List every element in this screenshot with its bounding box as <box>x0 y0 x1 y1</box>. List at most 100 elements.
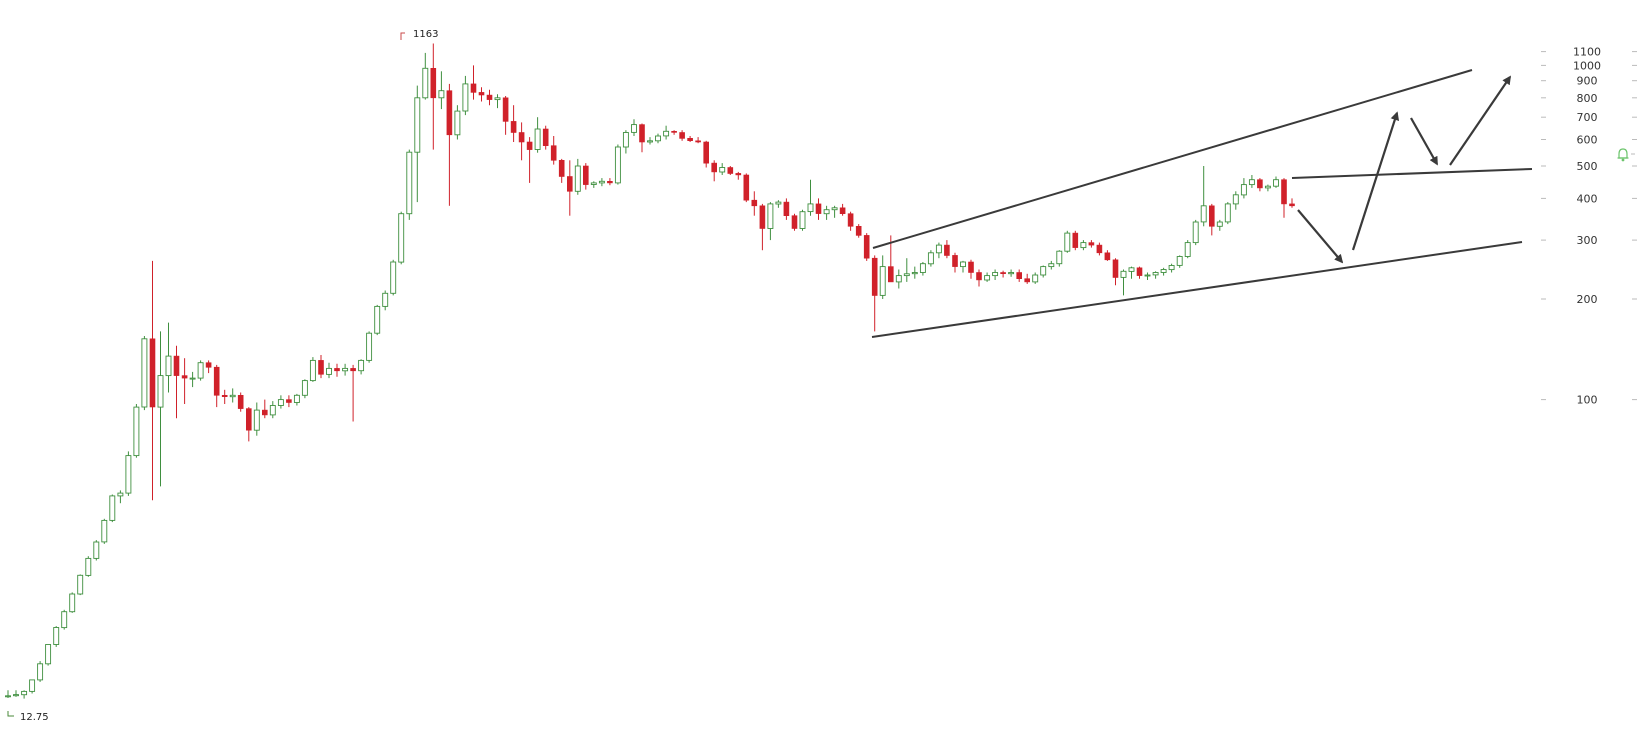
y-tick-label: 800 <box>1577 92 1598 105</box>
candle-body <box>976 272 982 281</box>
candle-body <box>93 541 100 559</box>
candle-body <box>831 207 838 211</box>
candle <box>976 269 982 287</box>
candle <box>173 345 180 419</box>
candle-body <box>767 203 774 229</box>
candle-body <box>486 94 493 100</box>
candle-body <box>261 409 268 416</box>
candle-body <box>1120 270 1127 278</box>
candle-body <box>1072 232 1079 248</box>
candle-body <box>133 406 140 457</box>
candle-body <box>847 213 854 227</box>
candle-body <box>382 292 389 307</box>
candle-body <box>374 305 381 334</box>
candle <box>406 149 413 220</box>
candle <box>622 130 629 154</box>
candle <box>831 205 838 218</box>
candle <box>1000 270 1006 278</box>
resistance-line <box>1291 168 1533 179</box>
candle-body <box>205 362 212 368</box>
candle <box>358 359 365 375</box>
candle <box>743 173 750 203</box>
candle-body <box>1040 266 1047 276</box>
candle-body <box>887 266 894 283</box>
candle-body <box>342 367 349 372</box>
candle-body <box>791 215 798 229</box>
candle-body <box>566 176 573 192</box>
candle-body <box>783 201 790 217</box>
candle-body <box>1064 232 1071 252</box>
candle-body <box>502 97 509 122</box>
candle-body <box>77 574 84 595</box>
candle <box>1200 166 1207 227</box>
candle <box>1289 198 1295 208</box>
candle-body <box>1136 267 1143 276</box>
candle-body <box>390 261 397 294</box>
candle <box>494 94 501 109</box>
candle <box>502 96 509 135</box>
candle <box>703 140 710 168</box>
candle <box>727 166 734 175</box>
candle <box>598 178 605 187</box>
candle <box>839 203 846 216</box>
alert-bell-icon[interactable] <box>1617 148 1636 162</box>
candle-body <box>326 367 332 375</box>
candle-body <box>695 140 701 143</box>
low-label: 12.75 <box>20 712 49 723</box>
candle <box>61 609 68 630</box>
candle-body <box>37 663 44 681</box>
candle <box>366 331 373 363</box>
candle-body <box>1096 244 1103 254</box>
candle-body <box>398 213 405 263</box>
candle-body <box>293 394 300 403</box>
candle-body <box>582 165 589 185</box>
candle <box>21 690 28 699</box>
candle-body <box>815 203 822 214</box>
upper-channel-line <box>872 69 1473 249</box>
candle <box>1281 178 1287 218</box>
candle <box>631 119 637 136</box>
candle-body <box>21 690 28 696</box>
candle-body <box>1152 272 1159 276</box>
candle-body <box>53 627 60 645</box>
candle-body <box>430 68 437 99</box>
candle-body <box>246 408 252 431</box>
candle <box>1024 273 1030 284</box>
candle <box>1248 175 1255 188</box>
candle-body <box>1248 179 1255 186</box>
candle <box>486 89 493 106</box>
candle-body <box>438 90 445 99</box>
candle-body <box>558 160 565 177</box>
candle <box>157 331 164 487</box>
candle <box>984 272 991 282</box>
candle-body <box>727 167 734 174</box>
candle <box>647 137 653 145</box>
candle-body <box>1144 274 1151 277</box>
candle <box>550 136 557 165</box>
y-tick-label: 100 <box>1577 394 1598 407</box>
candle <box>133 404 140 458</box>
candle-body <box>751 199 758 207</box>
candle <box>687 136 693 142</box>
y-tick-label: 500 <box>1577 160 1598 173</box>
candle <box>261 399 268 419</box>
candle <box>13 690 19 697</box>
candle-body <box>1024 278 1030 283</box>
candle-body <box>29 679 36 692</box>
candle <box>422 52 429 100</box>
candle <box>775 200 782 208</box>
candle <box>590 181 597 188</box>
candle-body <box>197 362 204 379</box>
candle-body <box>663 130 670 137</box>
candle-body <box>85 557 92 576</box>
candle-body <box>462 83 469 112</box>
lower-channel-line <box>871 241 1523 338</box>
candle <box>1168 263 1175 273</box>
candle-body <box>1008 272 1015 275</box>
candle-body <box>614 146 621 184</box>
candle <box>574 158 581 195</box>
candle <box>1048 260 1055 270</box>
y-tick-label: 400 <box>1577 192 1598 205</box>
candle <box>607 178 613 186</box>
